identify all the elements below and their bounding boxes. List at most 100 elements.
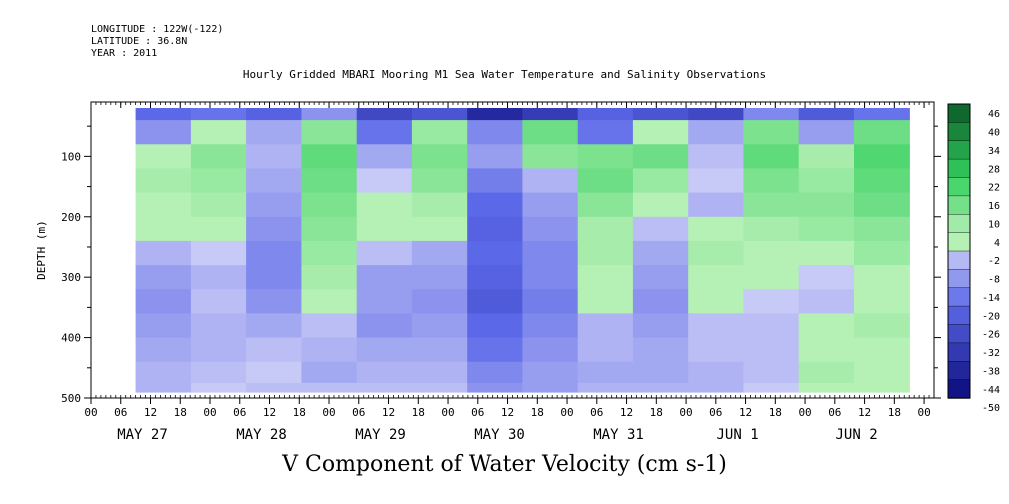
x-hour-tick-label: 12 [739,406,752,419]
heatmap-cell [135,216,192,242]
x-hour-tick-label: 18 [769,406,782,419]
heatmap-cell [356,192,413,218]
colorbar-swatch [947,195,971,215]
heatmap-cell [135,289,192,315]
colorbar-swatch [947,324,971,344]
heatmap-cell [522,337,579,363]
y-tick-label: 300 [61,271,81,284]
heatmap-cell [356,361,413,384]
heatmap-cell [854,265,910,290]
x-day-label: MAY 31 [593,427,644,443]
heatmap-cell [467,168,524,194]
heatmap-cell [688,108,745,121]
heatmap-cell [743,216,800,242]
heatmap-cell [356,120,413,145]
colorbar-label: 28 [988,164,1000,175]
heatmap-cell [632,168,689,194]
heatmap-cell [190,289,247,315]
heatmap-cell [356,337,413,363]
heatmap-cell [798,120,855,145]
heatmap-cell [411,144,468,170]
heatmap-cell [688,144,745,170]
x-hour-tick-label: 00 [203,406,216,419]
heatmap-cell [522,265,579,290]
x-hour-tick-label: 18 [412,406,425,419]
heatmap-cell [632,192,689,218]
heatmap-cell [246,108,302,121]
x-hour-tick-label: 12 [382,406,395,419]
heatmap-cell [411,168,468,194]
heatmap-cell [356,216,413,242]
x-hour-tick-label: 18 [293,406,306,419]
heatmap-cell [190,120,247,145]
heatmap-cell [135,168,192,194]
heatmap-cell [577,192,634,218]
heatmap-cell [688,265,745,290]
heatmap-cell [577,337,634,363]
heatmap-cell [743,108,800,121]
heatmap-cell [411,216,468,242]
heatmap-cell [301,168,358,194]
heatmap-cell [577,382,634,393]
colorbar-label: -14 [982,293,1000,304]
colorbar-label: -2 [988,256,1000,267]
heatmap-cell [467,108,524,121]
heatmap-cell [301,313,358,339]
year-label: YEAR : 2011 [91,48,158,59]
x-hour-tick-label: 12 [858,406,871,419]
x-hour-tick-label: 18 [531,406,544,419]
heatmap-cell [356,240,413,266]
heatmap-cell [246,265,302,290]
colorbar-swatch [947,269,971,289]
x-hour-tick-label: 06 [590,406,603,419]
heatmap-cell [411,240,468,266]
heatmap-cell [798,144,855,170]
heatmap-cell [522,382,579,393]
heatmap-cell [135,144,192,170]
heatmap-cell [577,120,634,145]
heatmap-cell [854,108,910,121]
x-hour-tick-label: 00 [560,406,573,419]
x-hour-tick-label: 12 [144,406,157,419]
heatmap-cell [743,192,800,218]
heatmap-cell [190,337,247,363]
latitude-label: LATITUDE : 36.8N [91,36,188,47]
heatmap-cell [688,382,745,393]
heatmap-cell [522,313,579,339]
heatmap-cell [577,144,634,170]
longitude-label: LONGITUDE : 122W(-122) [91,24,224,35]
heatmap-cell [798,108,855,121]
heatmap-cell [522,361,579,384]
x-hour-tick-label: 06 [114,406,127,419]
heatmap-cell [854,168,910,194]
heatmap-cell [522,168,579,194]
heatmap-cell [798,192,855,218]
heatmap-cell [632,108,689,121]
heatmap-cell [632,337,689,363]
heatmap-cell [467,289,524,315]
heatmap-cell [577,168,634,194]
heatmap-cell [632,120,689,145]
heatmap-cell [854,382,910,393]
heatmap-cell [190,240,247,266]
heatmap-cell [522,108,579,121]
heatmap-cells [135,108,910,393]
x-hour-tick-label: 06 [352,406,365,419]
heatmap-cell [854,192,910,218]
heatmap-cell [798,337,855,363]
heatmap-cell [135,240,192,266]
x-hour-tick-label: 06 [471,406,484,419]
heatmap-cell [688,313,745,339]
heatmap-cell [356,144,413,170]
x-hour-tick-label: 18 [888,406,901,419]
heatmap-cell [798,265,855,290]
heatmap-cell [301,216,358,242]
heatmap-cell [467,382,524,393]
colorbar-label: 4 [994,238,1000,249]
colorbar-label: 34 [988,146,1000,157]
heatmap-cell [356,313,413,339]
heatmap-cell [246,144,302,170]
heatmap-cell [798,382,855,393]
heatmap-cell [688,361,745,384]
